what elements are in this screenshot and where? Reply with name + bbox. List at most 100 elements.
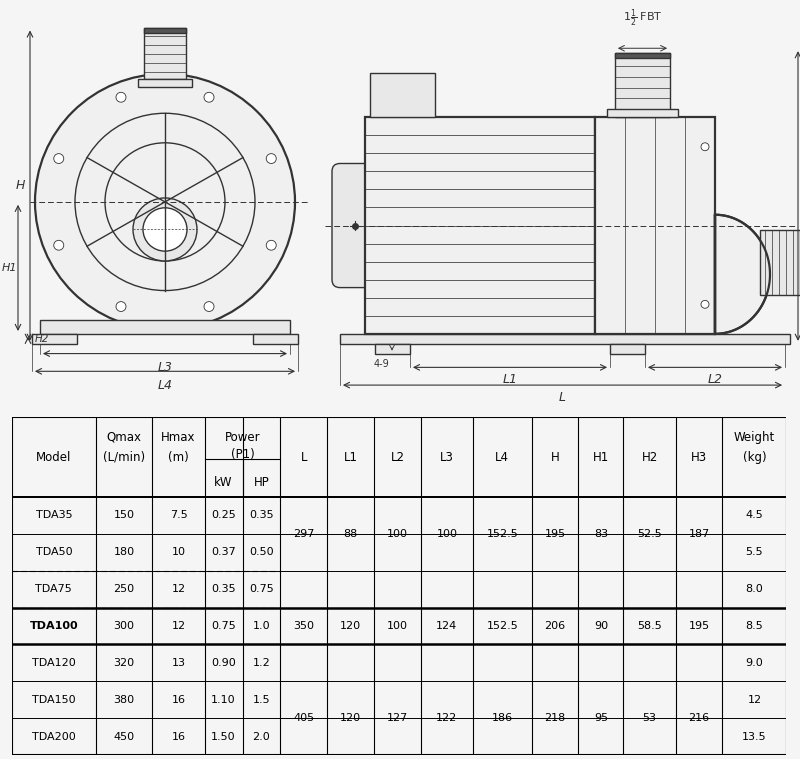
Circle shape	[204, 93, 214, 102]
Text: 152.5: 152.5	[486, 529, 518, 539]
Text: 120: 120	[340, 621, 361, 631]
Text: 0.50: 0.50	[249, 547, 274, 557]
Bar	[615, 53, 670, 117]
Text: 52.5: 52.5	[637, 529, 662, 539]
Text: 206: 206	[545, 621, 566, 631]
Text: TDA120: TDA120	[32, 658, 76, 668]
Text: 2.0: 2.0	[253, 732, 270, 742]
Text: L4: L4	[495, 451, 510, 464]
Text: 124: 124	[436, 621, 458, 631]
Circle shape	[133, 198, 197, 261]
Text: 10: 10	[171, 547, 186, 557]
Text: L4: L4	[158, 380, 173, 392]
Circle shape	[54, 241, 64, 250]
Text: 100: 100	[387, 621, 408, 631]
Text: 53: 53	[642, 713, 657, 723]
Text: 8.5: 8.5	[746, 621, 763, 631]
Text: 0.35: 0.35	[249, 510, 274, 520]
Bar	[144, 27, 186, 79]
Text: 16: 16	[171, 694, 186, 705]
Text: 187: 187	[689, 529, 710, 539]
Text: Qmax: Qmax	[106, 431, 142, 444]
Text: HP: HP	[254, 476, 270, 489]
Text: L1: L1	[502, 373, 518, 386]
Text: 350: 350	[294, 621, 314, 631]
Text: 9.0: 9.0	[746, 658, 763, 668]
Text: 1.50: 1.50	[211, 732, 236, 742]
Text: 250: 250	[114, 584, 134, 594]
Bar	[615, 53, 670, 58]
Text: H: H	[550, 451, 559, 464]
Bar	[138, 79, 192, 87]
Text: 216: 216	[689, 713, 710, 723]
Bar	[607, 109, 678, 117]
Text: 218: 218	[544, 713, 566, 723]
Text: TDA75: TDA75	[35, 584, 72, 594]
Text: 8.0: 8.0	[746, 584, 763, 594]
Text: 1.2: 1.2	[253, 658, 270, 668]
Text: 320: 320	[114, 658, 134, 668]
Text: $1\frac{1}{2}$ FBT: $1\frac{1}{2}$ FBT	[622, 7, 662, 29]
Text: L2: L2	[390, 451, 404, 464]
Circle shape	[266, 241, 276, 250]
Text: Power: Power	[225, 431, 260, 444]
Text: 300: 300	[114, 621, 134, 631]
Text: 4.5: 4.5	[746, 510, 763, 520]
Text: H1: H1	[2, 263, 17, 273]
Text: Model: Model	[36, 451, 71, 464]
Text: 95: 95	[594, 713, 608, 723]
Text: H2: H2	[642, 451, 658, 464]
Circle shape	[75, 113, 255, 291]
Text: H1: H1	[593, 451, 609, 464]
Text: TDA100: TDA100	[30, 621, 78, 631]
Text: 186: 186	[492, 713, 513, 723]
Text: 1.10: 1.10	[211, 694, 236, 705]
Text: 380: 380	[114, 694, 134, 705]
Circle shape	[54, 153, 64, 163]
Text: 12: 12	[747, 694, 762, 705]
Text: 120: 120	[340, 713, 361, 723]
Text: 122: 122	[436, 713, 458, 723]
Text: L3: L3	[158, 361, 173, 374]
Text: 180: 180	[114, 547, 134, 557]
Bar	[32, 334, 77, 344]
Text: 0.75: 0.75	[249, 584, 274, 594]
Bar	[365, 117, 595, 334]
Circle shape	[116, 301, 126, 311]
Text: (m): (m)	[168, 451, 189, 464]
Text: TDA35: TDA35	[35, 510, 72, 520]
Text: H3: H3	[691, 451, 707, 464]
Text: 13: 13	[171, 658, 186, 668]
Text: 195: 195	[689, 621, 710, 631]
Bar	[370, 73, 435, 117]
Circle shape	[116, 93, 126, 102]
Text: 297: 297	[293, 529, 314, 539]
Text: 100: 100	[387, 529, 408, 539]
Bar	[595, 117, 715, 334]
Text: 90: 90	[594, 621, 608, 631]
Text: L1: L1	[343, 451, 358, 464]
Text: 7.5: 7.5	[170, 510, 187, 520]
Circle shape	[143, 208, 187, 251]
Text: 150: 150	[114, 510, 134, 520]
Bar	[40, 320, 290, 334]
Text: L: L	[301, 451, 307, 464]
Bar	[340, 334, 790, 344]
Circle shape	[35, 74, 295, 330]
FancyBboxPatch shape	[332, 163, 378, 288]
Text: kW: kW	[214, 476, 233, 489]
Text: 0.37: 0.37	[211, 547, 236, 557]
Text: H2: H2	[35, 334, 50, 344]
Circle shape	[204, 301, 214, 311]
Circle shape	[701, 301, 709, 308]
Bar	[253, 334, 298, 344]
Text: 0.35: 0.35	[211, 584, 236, 594]
Text: 0.75: 0.75	[211, 621, 236, 631]
Circle shape	[701, 143, 709, 151]
Text: L: L	[559, 391, 566, 404]
Text: H: H	[15, 179, 25, 192]
Bar	[760, 230, 800, 295]
Text: L3: L3	[440, 451, 454, 464]
Text: TDA200: TDA200	[32, 732, 76, 742]
Text: TDA150: TDA150	[32, 694, 76, 705]
